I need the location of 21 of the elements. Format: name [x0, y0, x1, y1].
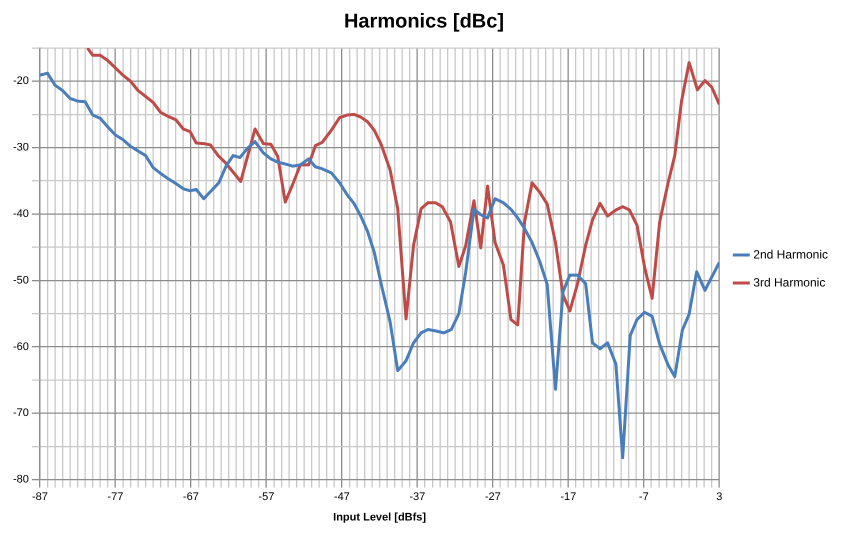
x-tick-label: -47	[334, 491, 350, 504]
x-tick-label: -17	[560, 491, 576, 504]
y-tick-label: -80	[12, 474, 29, 486]
y-tick-label: -40	[12, 208, 29, 220]
x-axis-title: Input Level [dBfs]	[333, 511, 426, 524]
x-tick-label: -7	[638, 491, 649, 504]
y-tick-label: -60	[12, 340, 29, 353]
x-tick-label: -37	[409, 491, 426, 504]
x-tick-label: -87	[32, 491, 48, 504]
x-tick-label: -77	[107, 491, 124, 504]
x-tick-label: 3	[716, 491, 722, 504]
y-tick-label: -30	[12, 142, 29, 154]
y-tick-label: -50	[12, 274, 29, 286]
y-tick-label: -20	[12, 75, 29, 88]
y-tick-label: -70	[12, 407, 29, 420]
x-tick-label: -67	[182, 491, 199, 504]
legend-label: 3rd Harmonic	[753, 275, 826, 290]
chart-title: Harmonics [dBc]	[344, 10, 504, 33]
x-tick-label: -57	[258, 491, 274, 504]
legend-label: 2nd Harmonic	[753, 247, 828, 262]
x-tick-label: -27	[484, 491, 501, 504]
